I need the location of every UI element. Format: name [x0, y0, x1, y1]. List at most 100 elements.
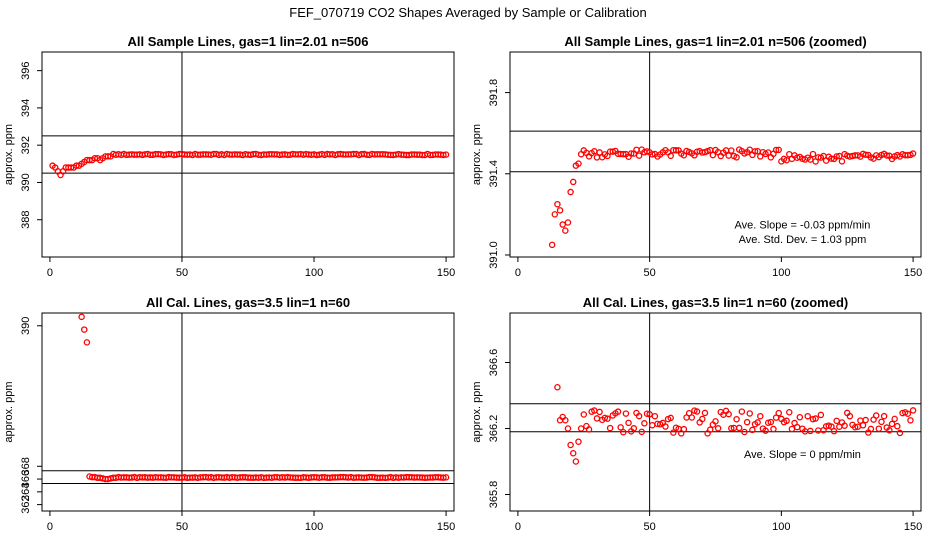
data-point: [909, 407, 917, 414]
y-tick-label: 366.6: [488, 349, 500, 377]
y-tick-label: 390: [20, 317, 32, 335]
data-point: [643, 410, 651, 417]
data-point: [859, 422, 867, 429]
annotation-text: Ave. Slope = -0.03 ppm/min: [735, 220, 871, 232]
data-point: [670, 429, 677, 436]
y-axis-label: approx. ppm: [3, 381, 15, 442]
data-point: [580, 411, 588, 418]
data-point: [585, 426, 593, 433]
y-tick-label: 391.8: [488, 79, 500, 107]
data-point: [894, 422, 901, 430]
data-point: [577, 425, 585, 432]
data-point: [712, 418, 719, 425]
data-point: [772, 146, 780, 154]
data-point: [757, 412, 764, 420]
data-point: [575, 160, 582, 167]
data-point: [83, 339, 91, 346]
data-point: [562, 416, 569, 424]
x-tick-label: 0: [47, 521, 53, 533]
data-point: [804, 412, 811, 420]
data-point: [838, 158, 846, 165]
data-point: [775, 146, 782, 154]
data-point: [556, 207, 564, 214]
x-tick-label: 50: [176, 521, 188, 533]
data-point: [627, 150, 635, 157]
data-point: [562, 227, 569, 234]
figure-title: FEF_070719 CO2 Shapes Averaged by Sample…: [289, 5, 647, 20]
data-point: [767, 418, 775, 426]
y-axis-label: approx. ppm: [3, 124, 15, 185]
data-point: [649, 421, 656, 429]
y-tick-label: 366: [20, 470, 32, 488]
data-point: [91, 154, 99, 162]
data-point: [667, 414, 674, 422]
data-point: [862, 416, 869, 424]
data-point: [593, 415, 601, 422]
data-point: [625, 419, 632, 427]
data-point: [830, 427, 838, 435]
data-point: [78, 313, 85, 321]
data-point: [728, 147, 735, 154]
data-point: [812, 415, 819, 422]
data-point: [733, 154, 740, 161]
data-point: [442, 151, 450, 158]
data-point: [891, 415, 898, 423]
data-point: [569, 449, 577, 457]
data-point: [896, 429, 904, 437]
data-point: [862, 151, 869, 158]
data-point: [667, 152, 674, 160]
data-point: [651, 412, 659, 420]
data-point: [575, 438, 582, 445]
x-tick-label: 100: [772, 267, 790, 279]
y-tick-label: 364: [20, 483, 32, 501]
data-point: [749, 426, 756, 434]
data-point: [635, 412, 643, 420]
data-point: [783, 417, 790, 425]
data-point: [641, 420, 648, 427]
annotation-text: Ave. Std. Dev. = 1.03 ppm: [739, 234, 867, 246]
data-point: [883, 152, 891, 159]
x-tick-label: 50: [644, 521, 656, 533]
data-point: [714, 425, 722, 432]
y-axis-label: approx. ppm: [471, 124, 483, 185]
x-tick-label: 100: [772, 521, 790, 533]
data-point: [701, 409, 709, 417]
x-tick-label: 0: [47, 267, 53, 279]
y-axis-label: approx. ppm: [471, 381, 483, 442]
data-point: [569, 178, 577, 186]
plot-frame: [509, 51, 922, 258]
data-point: [567, 441, 574, 449]
x-tick-label: 100: [305, 267, 323, 279]
panel-4: All Cal. Lines, gas=3.5 lin=1 n=60 (zoom…: [471, 295, 922, 533]
data-point: [440, 474, 447, 481]
panel-1: All Sample Lines, gas=1 lin=2.01 n=506 0 5…: [3, 34, 455, 279]
y-tick-label: 362: [20, 495, 32, 513]
data-point: [867, 425, 875, 433]
panel-title: All Cal. Lines, gas=3.5 lin=1 n=60 (zoom…: [583, 295, 849, 310]
x-tick-label: 150: [437, 267, 455, 279]
y-tick-label: 366.2: [488, 415, 500, 443]
data-point: [551, 211, 559, 218]
data-point: [554, 383, 561, 391]
data-point: [606, 424, 614, 432]
y-tick-label: 388: [20, 211, 32, 229]
data-point: [725, 152, 732, 159]
data-point: [548, 241, 556, 249]
data-point: [741, 428, 748, 436]
data-point: [880, 412, 888, 420]
x-tick-label: 150: [437, 521, 455, 533]
annotation-text: Ave. Slope = 0 ppm/min: [744, 449, 861, 461]
y-tick-label: 392: [20, 136, 32, 154]
data-point: [728, 425, 735, 432]
x-tick-label: 150: [904, 521, 922, 533]
data-point: [646, 411, 653, 418]
data-point: [764, 419, 772, 427]
data-point: [828, 155, 835, 162]
data-point: [630, 425, 638, 432]
data-point: [807, 427, 814, 435]
data-point: [817, 411, 825, 419]
data-point: [688, 414, 696, 421]
data-point: [815, 427, 822, 434]
y-tick-label: 391.0: [488, 241, 500, 269]
data-point: [738, 408, 746, 415]
